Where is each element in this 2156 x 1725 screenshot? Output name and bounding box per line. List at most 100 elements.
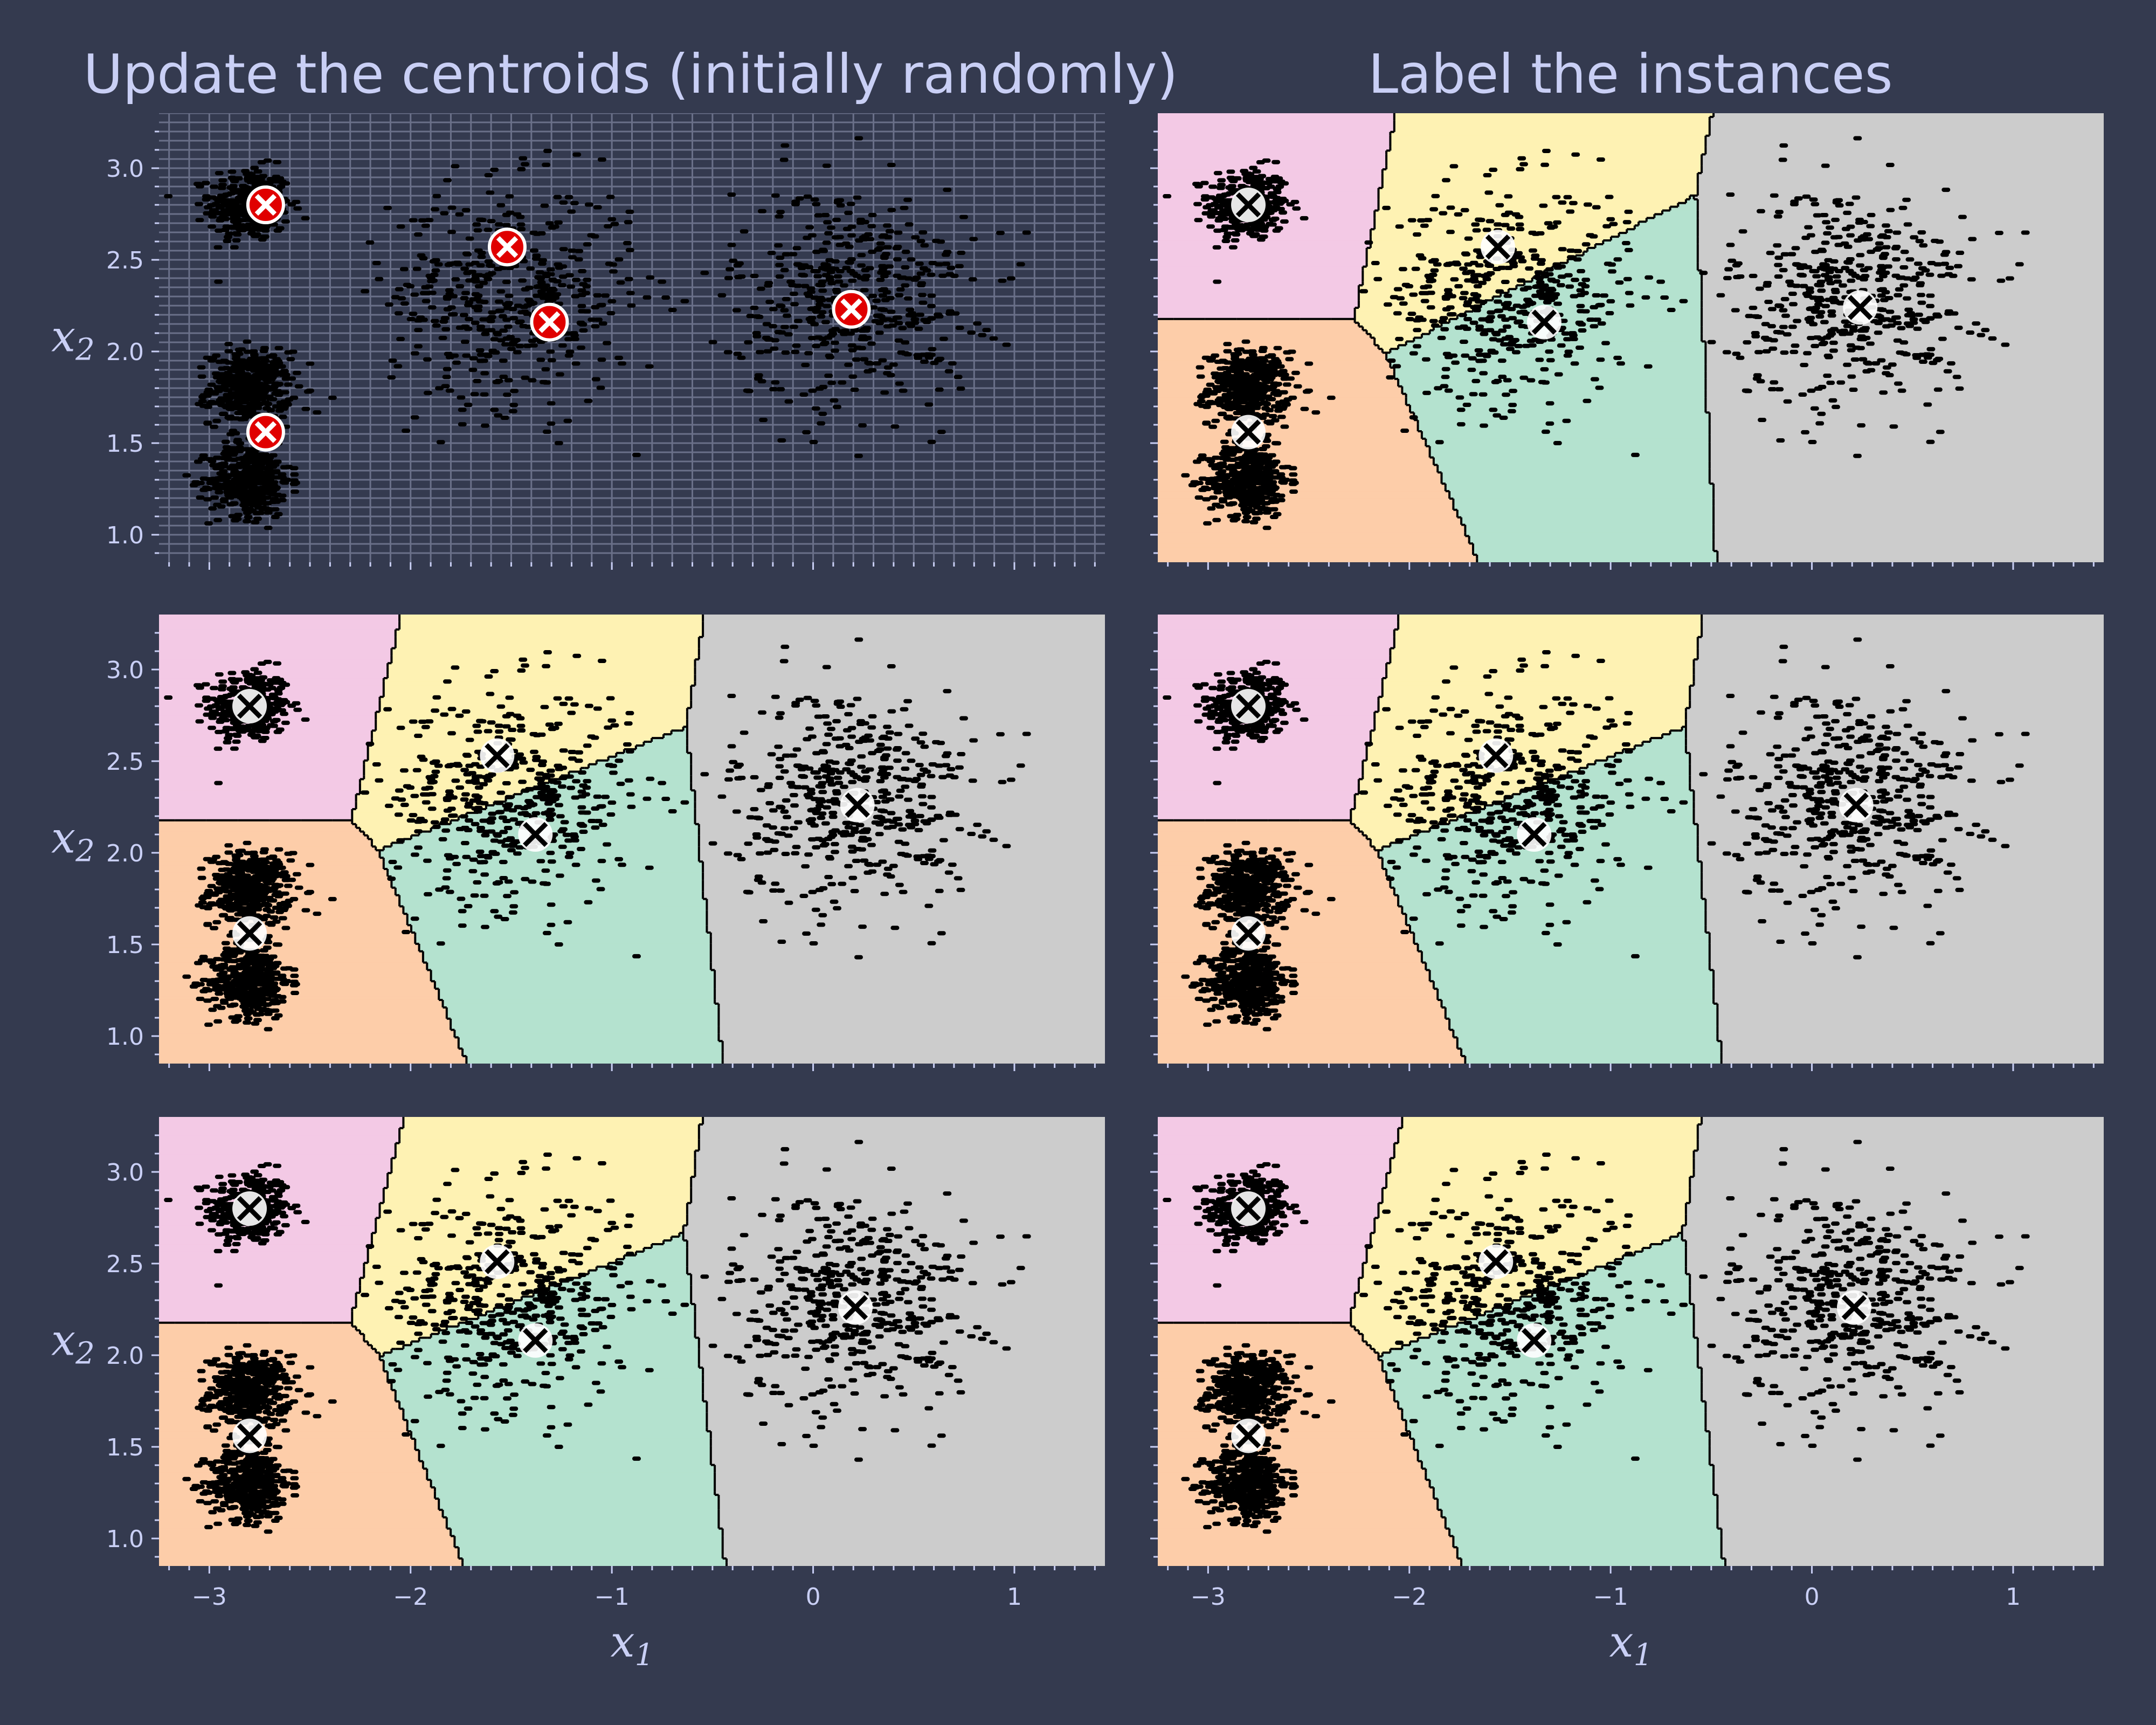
region-cell (1457, 1041, 1722, 1046)
region-cell (159, 1461, 424, 1466)
region-cell (1386, 667, 1695, 671)
region-cell (1705, 139, 2104, 144)
region-cell (1453, 502, 1714, 507)
region-cell (1702, 880, 2104, 885)
region-cell (1433, 985, 1714, 989)
region-cell (1426, 438, 1710, 443)
region-cell (703, 1120, 1105, 1125)
region-cell (1158, 1255, 1367, 1260)
region-cell (1394, 891, 1702, 896)
region-cell (1355, 1304, 1505, 1308)
region-cell (458, 1547, 723, 1552)
region-cell (1694, 1169, 2104, 1174)
region-cell (376, 846, 384, 851)
region-cell (581, 1274, 692, 1279)
region-cell (1158, 341, 1375, 346)
x-tick-label: 1 (1007, 1583, 1022, 1611)
region-cell (1690, 779, 2104, 784)
region-cell (1406, 917, 1706, 922)
region-cell (1713, 981, 2104, 986)
region-cell (1158, 558, 1478, 562)
region-cell (687, 719, 1105, 724)
region-cell (356, 798, 507, 802)
x-axis-label-sub: 1 (1634, 1638, 1653, 1673)
region-cell (1685, 1255, 2104, 1260)
region-cell (1158, 337, 1375, 342)
region-cell (1158, 536, 1470, 541)
region-cell (1158, 958, 1422, 963)
region-cell (1382, 685, 1690, 690)
region-cell (1433, 981, 1714, 986)
region-cell (1355, 1326, 1446, 1331)
region-cell (1713, 1476, 2104, 1481)
region-cell (159, 970, 432, 975)
region-cell (466, 1056, 723, 1060)
region-cell (1697, 188, 2104, 192)
region-cell (1709, 1442, 2104, 1447)
region-cell (159, 1558, 463, 1563)
region-cell (1705, 397, 2104, 402)
region-cell (1158, 259, 1367, 264)
region-cell (1690, 1195, 2104, 1200)
region-cell (1366, 263, 1560, 267)
region-cell (695, 1162, 1105, 1167)
region-cell (1702, 1390, 2104, 1395)
region-cell (399, 895, 703, 900)
region-cell (1374, 1225, 1683, 1230)
region-cell (454, 1540, 723, 1544)
region-cell (1705, 360, 2104, 364)
centroid-x-icon (237, 693, 262, 719)
region-cell (1374, 1229, 1683, 1233)
region-cell (722, 1536, 1105, 1541)
region-cell (1705, 394, 2104, 398)
region-cell (388, 1184, 692, 1189)
region-cell (1158, 521, 1462, 526)
region-cell (1426, 442, 1710, 447)
region-cell (1449, 491, 1714, 495)
region-cell (159, 618, 400, 623)
region-cell (1697, 247, 2104, 252)
region-cell (1694, 1162, 2104, 1167)
region-cell (159, 951, 424, 956)
region-cell (1158, 899, 1399, 903)
region-cell (1709, 124, 2104, 129)
region-cell (695, 1308, 1105, 1312)
region-cell (1158, 1131, 1399, 1136)
centroid-marker (480, 1244, 515, 1279)
region-cell (664, 734, 688, 739)
region-cell (722, 1048, 1105, 1053)
region-cell (399, 1401, 708, 1406)
region-cell (159, 1532, 451, 1537)
region-cell (1709, 416, 2104, 421)
region-cell (371, 839, 404, 844)
region-cell (1690, 1177, 2104, 1181)
region-cell (1158, 446, 1431, 451)
region-cell (1697, 199, 2104, 204)
region-cell (434, 1487, 715, 1492)
region-cell (1158, 914, 1407, 919)
region-cell (1394, 368, 1706, 372)
region-cell (695, 802, 1105, 806)
region-cell (671, 1237, 684, 1241)
region-cell (360, 1289, 542, 1294)
region-cell (395, 629, 703, 634)
region-cell (1158, 996, 1438, 1000)
region-cell (683, 1237, 1105, 1241)
region-cell (159, 850, 381, 855)
region-cell (159, 1517, 447, 1522)
region-cell (699, 656, 1105, 660)
region-cell (1721, 1543, 2104, 1548)
region-cell (1694, 805, 2104, 810)
region-cell (1685, 1210, 2104, 1215)
region-cell (1702, 622, 2104, 626)
region-cell (1406, 341, 1706, 346)
region-cell (691, 1191, 1105, 1196)
region-cell (1374, 723, 1687, 728)
region-cell (1611, 237, 1698, 241)
region-cell (415, 933, 711, 937)
region-cell (1158, 1416, 1403, 1421)
region-cell (687, 1222, 1105, 1226)
region-cell (159, 637, 396, 641)
x-tick-label: −1 (595, 1583, 630, 1611)
region-cell (1449, 1018, 1718, 1023)
